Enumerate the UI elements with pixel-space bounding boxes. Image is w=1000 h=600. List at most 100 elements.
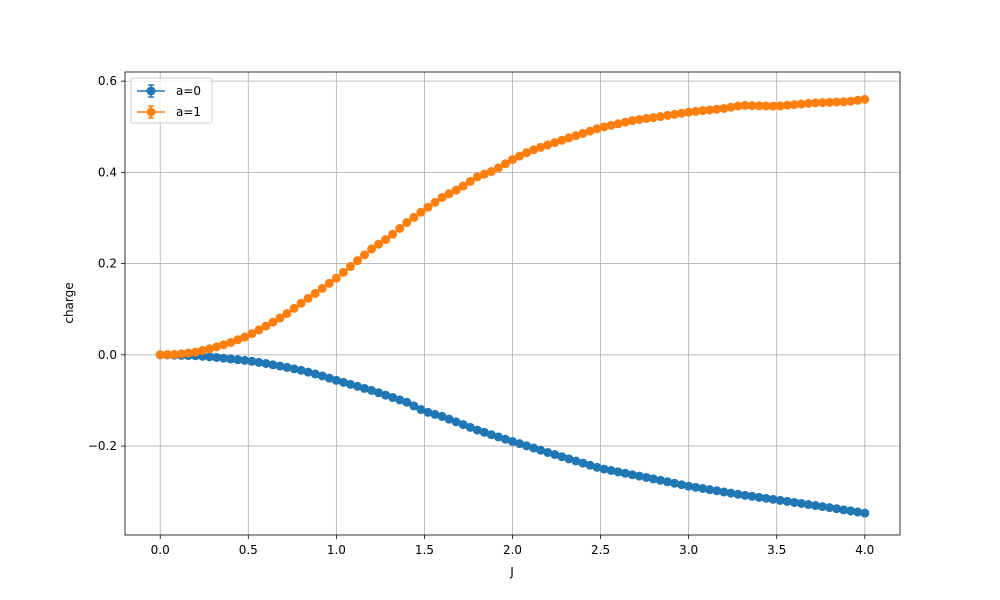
data-point <box>338 377 348 387</box>
data-point <box>268 317 278 327</box>
data-point <box>677 480 687 490</box>
data-point <box>853 95 863 105</box>
data-point <box>860 508 870 518</box>
data-point <box>740 100 750 110</box>
data-point <box>317 283 327 293</box>
data-point <box>500 159 510 169</box>
data-point <box>360 250 370 260</box>
x-tick-label: 3.5 <box>767 543 786 557</box>
x-tick-label: 2.5 <box>591 543 610 557</box>
data-point <box>747 101 757 111</box>
series-a=1 <box>155 94 870 360</box>
data-point <box>655 112 665 122</box>
grid <box>125 72 900 535</box>
data-point <box>818 502 827 512</box>
data-point <box>578 458 588 468</box>
data-point <box>648 474 658 484</box>
x-tick-label: 4.0 <box>855 543 874 557</box>
data-point <box>367 244 377 254</box>
data-point <box>515 439 525 449</box>
x-tick-label: 0.0 <box>151 543 170 557</box>
data-point <box>275 361 285 371</box>
data-point <box>543 140 553 150</box>
data-point <box>754 492 764 502</box>
data-point <box>691 106 701 116</box>
data-point <box>374 388 384 398</box>
data-point <box>233 355 243 365</box>
legend-label: a=0 <box>176 84 201 98</box>
data-point <box>712 486 722 496</box>
data-point <box>860 94 870 104</box>
legend-marker <box>146 86 156 96</box>
data-point <box>613 467 623 477</box>
data-point <box>388 393 398 403</box>
data-point <box>782 496 792 506</box>
data-point <box>254 325 264 335</box>
data-point <box>740 490 750 500</box>
data-point <box>345 262 355 272</box>
data-point <box>599 122 609 132</box>
data-point <box>627 470 637 480</box>
data-point <box>529 145 539 155</box>
x-tick-label: 2.0 <box>503 543 522 557</box>
data-point <box>219 340 229 350</box>
data-point <box>219 353 229 363</box>
data-point <box>754 101 764 111</box>
data-point <box>550 450 560 460</box>
x-tick-label: 1.0 <box>327 543 346 557</box>
data-point <box>479 427 489 437</box>
data-point <box>634 114 644 124</box>
data-point <box>592 124 602 134</box>
data-point <box>782 100 792 110</box>
data-point <box>571 131 581 141</box>
data-point <box>634 471 644 481</box>
data-point <box>423 202 433 212</box>
data-point <box>465 176 475 186</box>
data-point <box>810 98 820 108</box>
series-layer <box>155 94 870 518</box>
data-point <box>698 106 708 116</box>
data-point <box>585 460 595 470</box>
data-point <box>324 373 334 383</box>
data-point <box>627 116 637 126</box>
data-point <box>409 401 419 411</box>
data-point <box>395 395 405 405</box>
data-point <box>183 348 193 358</box>
data-point <box>381 390 391 400</box>
data-point <box>775 101 785 111</box>
data-point <box>648 113 658 123</box>
data-point <box>367 385 377 395</box>
legend-entry: a=1 <box>137 105 201 119</box>
data-point <box>486 430 496 440</box>
data-point <box>846 506 856 516</box>
data-point <box>500 434 510 444</box>
data-point <box>529 443 539 453</box>
data-point <box>317 371 327 381</box>
data-point <box>205 352 215 362</box>
data-point <box>282 362 292 372</box>
data-point <box>761 493 771 503</box>
data-point <box>712 104 722 114</box>
data-point <box>670 478 680 488</box>
data-point <box>761 101 771 111</box>
x-tick-label: 3.0 <box>679 543 698 557</box>
data-point <box>698 484 708 493</box>
data-point <box>705 105 715 115</box>
data-point <box>296 365 306 375</box>
data-point <box>557 452 567 462</box>
data-point <box>493 163 503 173</box>
y-axis-label: charge <box>62 282 76 323</box>
data-point <box>458 420 468 430</box>
data-point <box>606 466 616 475</box>
data-point <box>261 358 271 368</box>
data-point <box>508 436 517 446</box>
data-point <box>247 329 257 339</box>
data-point <box>606 120 616 130</box>
data-point <box>747 491 757 501</box>
data-point <box>832 504 842 514</box>
data-point <box>522 148 532 158</box>
data-point <box>825 503 835 513</box>
x-tick-label: 0.5 <box>239 543 258 557</box>
data-point <box>451 417 461 427</box>
data-point <box>839 97 849 107</box>
